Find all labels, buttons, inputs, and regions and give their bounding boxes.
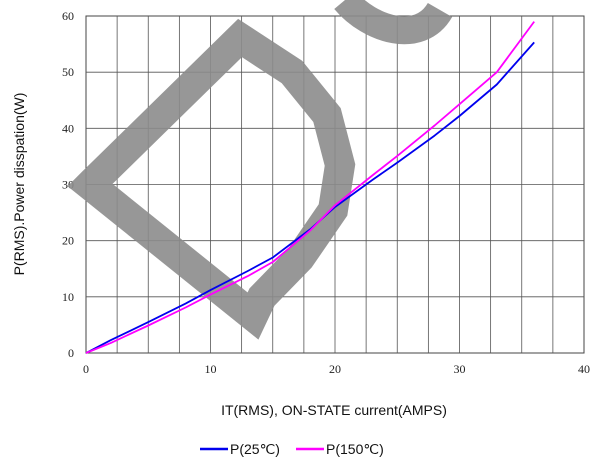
x-tick-labels: 0 10 20 30 40 — [83, 362, 590, 376]
x-tick-label: 20 — [329, 362, 341, 376]
y-tick-label: 40 — [62, 121, 74, 135]
y-tick-label: 20 — [62, 234, 74, 248]
y-tick-label: 10 — [62, 290, 74, 304]
y-tick-label: 0 — [68, 346, 74, 360]
x-tick-label: 0 — [83, 362, 89, 376]
legend-label: P(150℃) — [326, 441, 384, 457]
legend-label: P(25℃) — [230, 441, 280, 457]
legend: P(25℃) P(150℃) — [200, 441, 384, 457]
y-tick-label: 50 — [62, 65, 74, 79]
series-lines — [85, 21, 535, 354]
y-tick-label: 60 — [62, 9, 74, 23]
x-tick-label: 10 — [205, 362, 217, 376]
watermark-logo — [67, 0, 453, 340]
x-tick-label: 30 — [454, 362, 466, 376]
watermark-d-shape — [67, 18, 356, 340]
series-line-p150 — [85, 21, 535, 354]
y-axis-title: P(RMS).Power disspation(W) — [11, 93, 27, 276]
x-axis-title: IT(RMS), ON-STATE current(AMPS) — [221, 402, 447, 418]
x-tick-label: 40 — [578, 362, 590, 376]
watermark-top-arc — [334, 0, 453, 45]
